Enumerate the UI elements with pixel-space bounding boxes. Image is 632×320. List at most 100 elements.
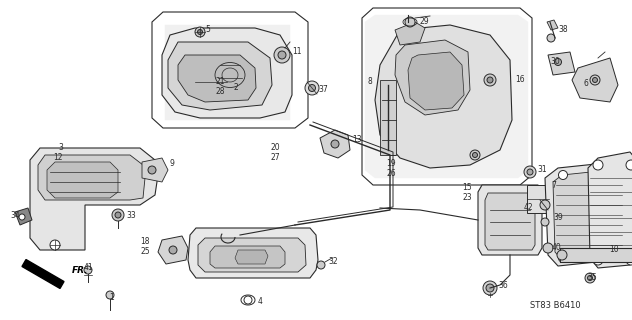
Polygon shape [152,12,308,128]
Polygon shape [178,55,256,102]
Polygon shape [235,250,268,264]
Polygon shape [30,148,158,250]
Text: 10: 10 [609,245,619,254]
Text: ST83 B6410: ST83 B6410 [530,300,581,309]
Polygon shape [198,238,306,272]
Text: 6: 6 [583,78,588,87]
Text: 40: 40 [552,244,562,252]
Text: 31: 31 [537,165,547,174]
Polygon shape [553,170,620,260]
Polygon shape [162,28,292,118]
Circle shape [611,253,619,262]
Circle shape [317,261,325,269]
Circle shape [106,291,114,299]
Text: 34: 34 [10,211,20,220]
Circle shape [244,296,252,304]
Text: 29: 29 [420,18,430,27]
Polygon shape [165,25,290,120]
Circle shape [590,75,600,85]
Text: 21: 21 [216,77,225,86]
Text: 42: 42 [523,204,533,212]
Text: 41: 41 [83,263,93,273]
Text: 36: 36 [498,281,507,290]
Polygon shape [588,152,632,268]
Circle shape [486,284,494,292]
Text: 11: 11 [292,47,301,57]
Circle shape [559,171,568,180]
Text: 27: 27 [270,154,280,163]
Polygon shape [158,236,188,264]
Polygon shape [188,228,318,278]
Text: 15: 15 [463,183,472,193]
Circle shape [331,140,339,148]
Circle shape [470,150,480,160]
Polygon shape [485,193,535,250]
Circle shape [274,47,290,63]
Text: 13: 13 [352,135,362,145]
Polygon shape [408,52,464,110]
Polygon shape [168,42,272,110]
Circle shape [405,17,415,27]
Circle shape [473,153,478,157]
Circle shape [626,160,632,170]
Text: 1: 1 [109,293,114,302]
Text: 23: 23 [463,194,472,203]
Polygon shape [545,162,628,266]
Text: FR.: FR. [72,266,88,275]
Polygon shape [210,246,285,268]
Text: 9: 9 [170,158,175,167]
Polygon shape [38,155,145,200]
FancyArrow shape [22,260,64,288]
Bar [560,248,632,262]
Polygon shape [547,20,558,30]
Text: 35: 35 [587,274,597,283]
Polygon shape [142,158,168,182]
Text: 2: 2 [234,84,239,92]
Polygon shape [478,185,542,255]
Circle shape [626,255,632,265]
Circle shape [112,209,124,221]
Polygon shape [320,130,350,158]
Circle shape [557,250,567,260]
Polygon shape [548,52,575,75]
Circle shape [19,214,25,220]
Text: 19: 19 [386,158,396,167]
Polygon shape [365,15,528,178]
Circle shape [195,27,205,37]
Circle shape [554,59,561,66]
Circle shape [588,276,593,281]
Text: 28: 28 [216,87,225,97]
Circle shape [483,281,497,295]
Circle shape [547,34,555,42]
Text: 16: 16 [515,76,525,84]
Text: 12: 12 [54,154,63,163]
Polygon shape [47,162,118,198]
Circle shape [197,29,202,35]
Circle shape [484,74,496,86]
Circle shape [541,218,549,226]
Circle shape [278,51,286,59]
Text: 3: 3 [58,143,63,153]
Circle shape [169,246,177,254]
Text: 26: 26 [386,169,396,178]
Text: 25: 25 [140,247,150,257]
Text: 32: 32 [328,258,337,267]
Polygon shape [362,8,532,185]
Text: 38: 38 [558,26,568,35]
Polygon shape [395,40,470,115]
Circle shape [593,160,603,170]
Polygon shape [395,22,425,45]
Circle shape [585,273,595,283]
Circle shape [148,166,156,174]
Text: 7: 7 [551,180,556,189]
Circle shape [50,240,60,250]
Text: 20: 20 [270,143,280,153]
Text: 4: 4 [258,298,263,307]
Circle shape [524,166,536,178]
Text: 33: 33 [126,211,136,220]
Text: 39: 39 [553,213,562,222]
Polygon shape [15,208,32,225]
Text: 5: 5 [205,26,210,35]
Text: 18: 18 [140,237,150,246]
Circle shape [527,169,533,175]
